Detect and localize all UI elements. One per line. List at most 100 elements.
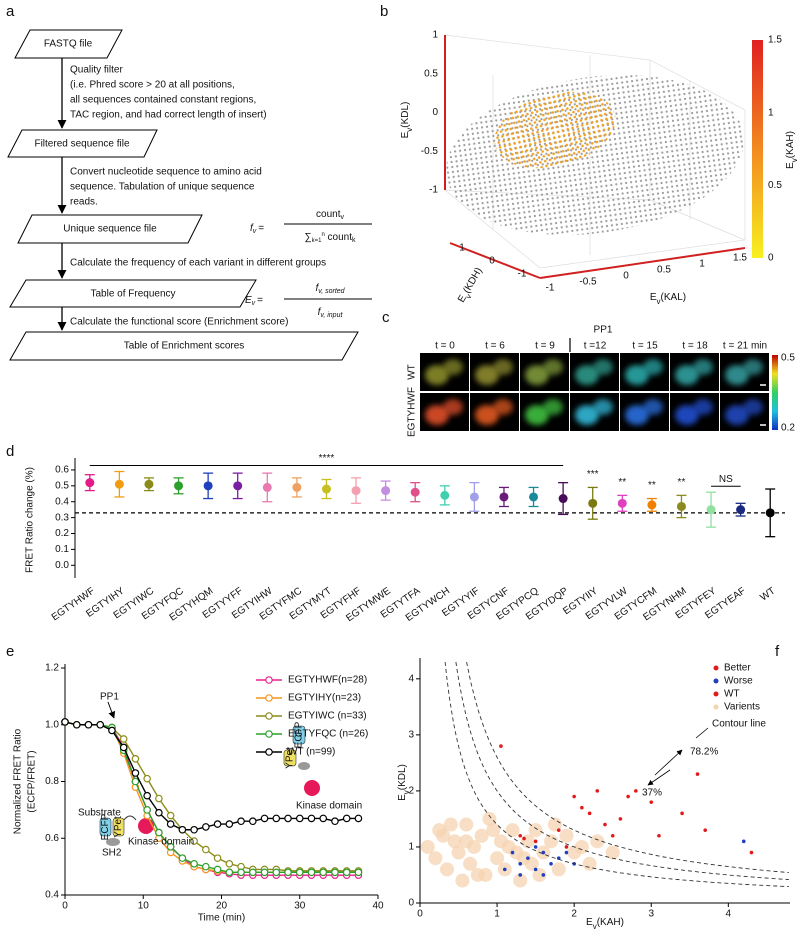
point: [528, 823, 543, 838]
legend-marker: [265, 712, 273, 720]
cell: [693, 359, 713, 375]
cell: [743, 359, 763, 375]
point: [331, 868, 339, 877]
point: [155, 808, 163, 817]
significance-label: NS: [719, 474, 733, 485]
colorbar-tick-label: 0.5: [781, 353, 795, 364]
dot: [617, 498, 627, 508]
step-text: TAC region, and had correct length of in…: [70, 110, 267, 121]
point: [680, 811, 684, 816]
formula-part: count: [325, 232, 352, 243]
icon-kinase: [138, 818, 154, 834]
y-axis-label: FRET Ratio change (%): [25, 467, 36, 573]
dot: [174, 481, 184, 491]
legend-label: EGTYIWC (n=33): [288, 711, 367, 722]
point: [551, 862, 566, 877]
legend-marker: [713, 678, 719, 684]
y-tick-label: 0.0: [55, 560, 69, 571]
label-base: E: [397, 794, 408, 801]
point: [213, 820, 222, 828]
point: [131, 777, 140, 786]
label-sub: v: [463, 292, 473, 300]
time-label: t = 9: [535, 341, 555, 352]
y-tick-label: 1: [459, 243, 465, 254]
leader-line: [695, 727, 709, 739]
significance-label: ***: [587, 469, 599, 480]
x-tick-label: 30: [294, 901, 306, 912]
formula-part: v: [252, 300, 256, 307]
cell: [475, 365, 499, 385]
y-tick-label: 0.6: [55, 465, 69, 476]
f-decor: [647, 727, 709, 786]
point: [237, 817, 245, 826]
microscopy: PP1 t = 0 t = 6 t = 9 t =12 t = 15 t = 18 t = …: [407, 325, 796, 437]
point: [178, 825, 187, 834]
cell: [493, 399, 513, 415]
dot: [736, 505, 746, 515]
point: [420, 839, 435, 854]
contour-line: [466, 661, 789, 873]
point: [526, 856, 530, 860]
point: [605, 845, 620, 860]
cell: [443, 359, 463, 375]
icon-kinase: [304, 780, 320, 796]
cell: [543, 359, 563, 375]
point: [96, 720, 105, 729]
point: [119, 735, 128, 743]
x-tick-label: 20: [216, 901, 228, 912]
formula-part: f: [250, 223, 254, 234]
y-axis-label: Normalized FRET Ratio: [13, 728, 24, 834]
icon-sh2: [106, 838, 120, 846]
x-tick-label: 40: [372, 901, 384, 912]
point: [213, 865, 222, 874]
point: [178, 854, 187, 862]
point: [295, 868, 304, 877]
colorbar-tick-label: 0: [768, 253, 774, 264]
point: [547, 817, 562, 832]
point: [533, 867, 538, 872]
point: [533, 839, 538, 844]
cell: [525, 405, 549, 425]
point: [213, 854, 222, 862]
point: [155, 828, 163, 837]
point: [319, 868, 328, 877]
point: [533, 845, 538, 849]
legend-label: WT (n=99): [288, 747, 335, 758]
step-text: all sequences contained constant regions…: [70, 95, 256, 106]
formula-part: k: [352, 237, 356, 244]
colorbar: [752, 40, 763, 258]
icon-label: YPet: [113, 816, 124, 838]
point: [190, 859, 198, 868]
label-suffix: (KDH): [461, 266, 484, 296]
dot: [588, 498, 598, 508]
point: [580, 805, 584, 810]
axis-line: [539, 247, 746, 279]
cell: [475, 405, 499, 425]
point: [572, 794, 576, 799]
x-tick-label: 4: [726, 909, 732, 920]
colorbar-tick-label: 0.2: [781, 423, 795, 434]
x-tick-label: 1.5: [733, 253, 747, 264]
significance-label: **: [618, 477, 626, 488]
annotation: Kinase domain: [296, 801, 362, 812]
dot: [351, 486, 361, 496]
point: [499, 744, 503, 748]
label-suffix: (KDL): [397, 764, 408, 790]
icon-ecfp: [99, 817, 112, 837]
point: [319, 814, 328, 823]
annotation: Contour line: [712, 719, 766, 730]
cell: [575, 365, 599, 385]
label-suffix: (KAH): [785, 131, 796, 158]
icon-label: ECFP: [294, 721, 305, 748]
y-tick-label: 0.6: [45, 833, 59, 844]
flow-node: [17, 214, 203, 244]
time-label: t = 0: [435, 341, 455, 352]
point: [155, 794, 163, 803]
dot: [499, 492, 509, 502]
node-label: Filtered sequence file: [34, 139, 129, 150]
point: [749, 850, 754, 855]
axis-line: [449, 242, 541, 279]
annotation: Substrate: [78, 808, 121, 819]
x-axis-label: Ev(KAH): [586, 917, 624, 929]
formula-part: f: [318, 307, 322, 318]
